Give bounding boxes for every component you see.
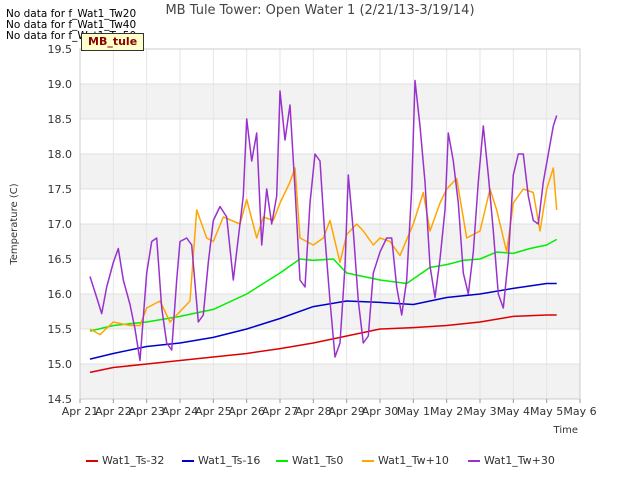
x-tick-label: Apr 27 (262, 405, 299, 418)
legend-item: Wat1_Tw+10 (362, 454, 449, 467)
plot-frame (79, 48, 581, 400)
series-line (89, 314, 557, 374)
series-lines (89, 79, 558, 374)
y-tick-label: 15.0 (48, 358, 73, 371)
x-tick-label: Apr 29 (328, 405, 365, 418)
x-tick-label: Apr 23 (128, 405, 165, 418)
x-tick-label: May 4 (497, 405, 530, 418)
x-tick-label: Apr 28 (295, 405, 332, 418)
legend-swatch (276, 460, 288, 462)
x-tick-label: May 3 (463, 405, 496, 418)
y-tick-label: 19.5 (48, 43, 73, 56)
legend: Wat1_Ts-32 Wat1_Ts-16 Wat1_Ts0 Wat1_Tw+10 Wa… (0, 454, 640, 470)
background-band (80, 154, 580, 189)
legend-item: Wat1_Ts-16 (182, 454, 260, 467)
legend-label: Wat1_Tw+30 (484, 454, 555, 467)
x-tick-label: May 5 (530, 405, 563, 418)
legend-swatch (362, 460, 374, 462)
legend-swatch (468, 460, 480, 462)
x-tick-label: Apr 25 (195, 405, 232, 418)
y-tick-label: 18.5 (48, 113, 73, 126)
x-axis-label: Time (553, 425, 578, 436)
y-tick-label: 15.5 (48, 323, 73, 336)
legend-item: Wat1_Tw+30 (468, 454, 555, 467)
y-tick-label: 14.5 (48, 393, 73, 406)
nodata-message: No data for f_Wat1_Tw20 (6, 8, 137, 20)
chart-title: MB Tule Tower: Open Water 1 (2/21/13-3/1… (165, 3, 475, 18)
background-band (80, 364, 580, 399)
legend-swatch (182, 460, 194, 462)
legend-label: Wat1_Tw+10 (378, 454, 449, 467)
x-tick-label: Apr 21 (62, 405, 99, 418)
series-line (89, 238, 558, 332)
x-tick-label: Apr 24 (162, 405, 199, 418)
y-tick-label: 16.0 (48, 288, 73, 301)
x-tick-label: Apr 22 (95, 405, 132, 418)
y-tick-label: 17.5 (48, 183, 73, 196)
y-axis-label: Temperature (C) (9, 183, 20, 265)
station-tag: MB_tule (81, 33, 145, 51)
background-band (80, 224, 580, 259)
x-tick-label: Apr 30 (362, 405, 399, 418)
legend-label: Wat1_Ts0 (292, 454, 344, 467)
legend-item: Wat1_Ts-32 (86, 454, 164, 467)
nodata-message: No data for f_Wat1_Tw40 (6, 19, 137, 31)
y-tick-label: 19.0 (48, 78, 73, 91)
series-line (89, 79, 558, 362)
x-tick-label: May 1 (397, 405, 430, 418)
x-tick-label: Apr 26 (228, 405, 265, 418)
x-tick-label: May 6 (563, 405, 596, 418)
series-line (89, 167, 558, 336)
legend-swatch (86, 460, 98, 462)
y-tick-label: 16.5 (48, 253, 73, 266)
y-tick-label: 17.0 (48, 218, 73, 231)
legend-item: Wat1_Ts0 (276, 454, 343, 467)
gridlines (79, 48, 581, 400)
legend-label: Wat1_Ts-32 (102, 454, 165, 467)
x-tick-label: May 2 (430, 405, 463, 418)
legend-label: Wat1_Ts-16 (198, 454, 261, 467)
background-band (80, 84, 580, 119)
y-tick-label: 18.0 (48, 148, 73, 161)
y-axis-ticks: 14.5 15.0 15.5 16.0 16.5 17.0 17.5 18.0 18.5 19.0… (48, 43, 73, 406)
